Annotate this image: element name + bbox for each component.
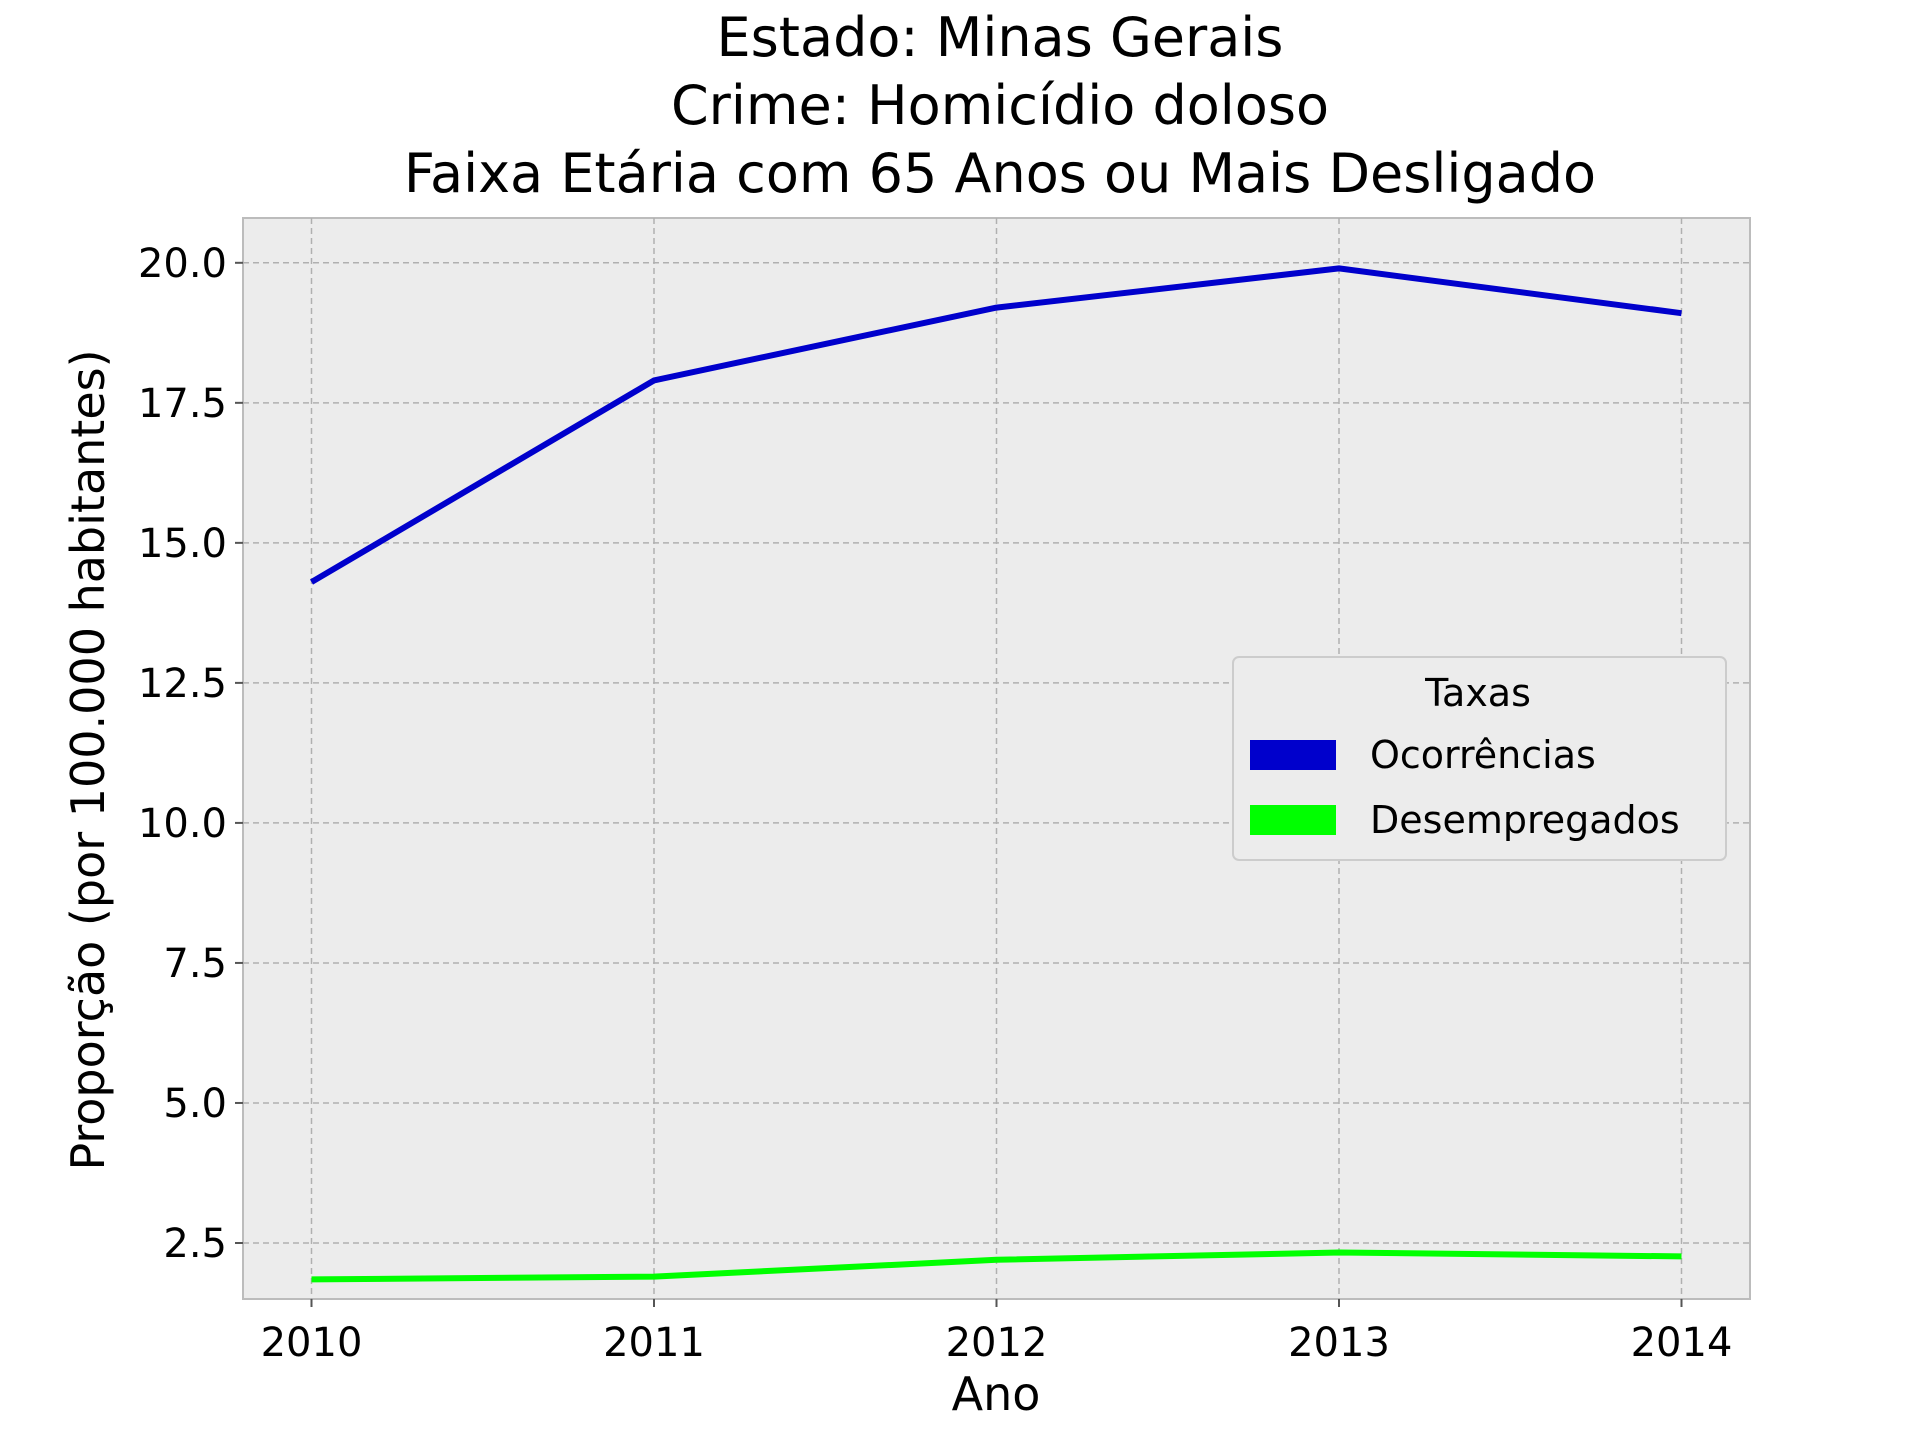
- legend-box: [1232, 656, 1727, 861]
- y-tick-label: 17.5: [138, 381, 227, 427]
- y-tick-label: 7.5: [163, 941, 227, 987]
- x-tick-label: 2014: [1631, 1320, 1733, 1366]
- title-line-2: Crime: Homicídio doloso: [671, 74, 1329, 137]
- title-line-1: Estado: Minas Gerais: [717, 6, 1284, 69]
- series-line-0: [309, 265, 1682, 585]
- x-tick-label: 2012: [946, 1320, 1048, 1366]
- y-tick-label: 20.0: [138, 241, 227, 287]
- y-axis-ticks: 2.5 5.0 7.5 10.0 12.5 15.0 17.5 20.0: [138, 241, 243, 1267]
- x-tick-label: 2011: [603, 1320, 705, 1366]
- x-tick-label: 2013: [1288, 1320, 1390, 1366]
- legend-swatch: [1250, 740, 1336, 770]
- x-axis-ticks: 2010 2011 2012 2013 2014: [261, 1299, 1733, 1366]
- y-tick-label: 12.5: [138, 661, 227, 707]
- y-tick-label: 5.0: [163, 1081, 227, 1127]
- legend-title: Taxas: [1424, 671, 1531, 715]
- y-tick-label: 10.0: [138, 801, 227, 847]
- legend-label: Ocorrências: [1370, 733, 1596, 777]
- series-layer: [309, 265, 1682, 1283]
- title-line-3: Faixa Etária com 65 Anos ou Mais Desliga…: [404, 142, 1596, 205]
- y-tick-label: 2.5: [163, 1221, 227, 1267]
- legend-swatch: [1250, 805, 1336, 835]
- grid-lines: [243, 218, 1750, 1299]
- chart-title: Estado: Minas Gerais Crime: Homicídio do…: [404, 6, 1596, 205]
- series-line-1: [311, 1249, 1682, 1283]
- x-axis-label: Ano: [952, 1367, 1041, 1421]
- y-tick-label: 15.0: [138, 521, 227, 567]
- legend-label: Desempregados: [1370, 798, 1680, 842]
- x-tick-label: 2010: [261, 1320, 363, 1366]
- legend: Taxas Ocorrências Desempregados: [1232, 656, 1727, 861]
- y-axis-label: Proporção (por 100.000 habitantes): [61, 349, 115, 1170]
